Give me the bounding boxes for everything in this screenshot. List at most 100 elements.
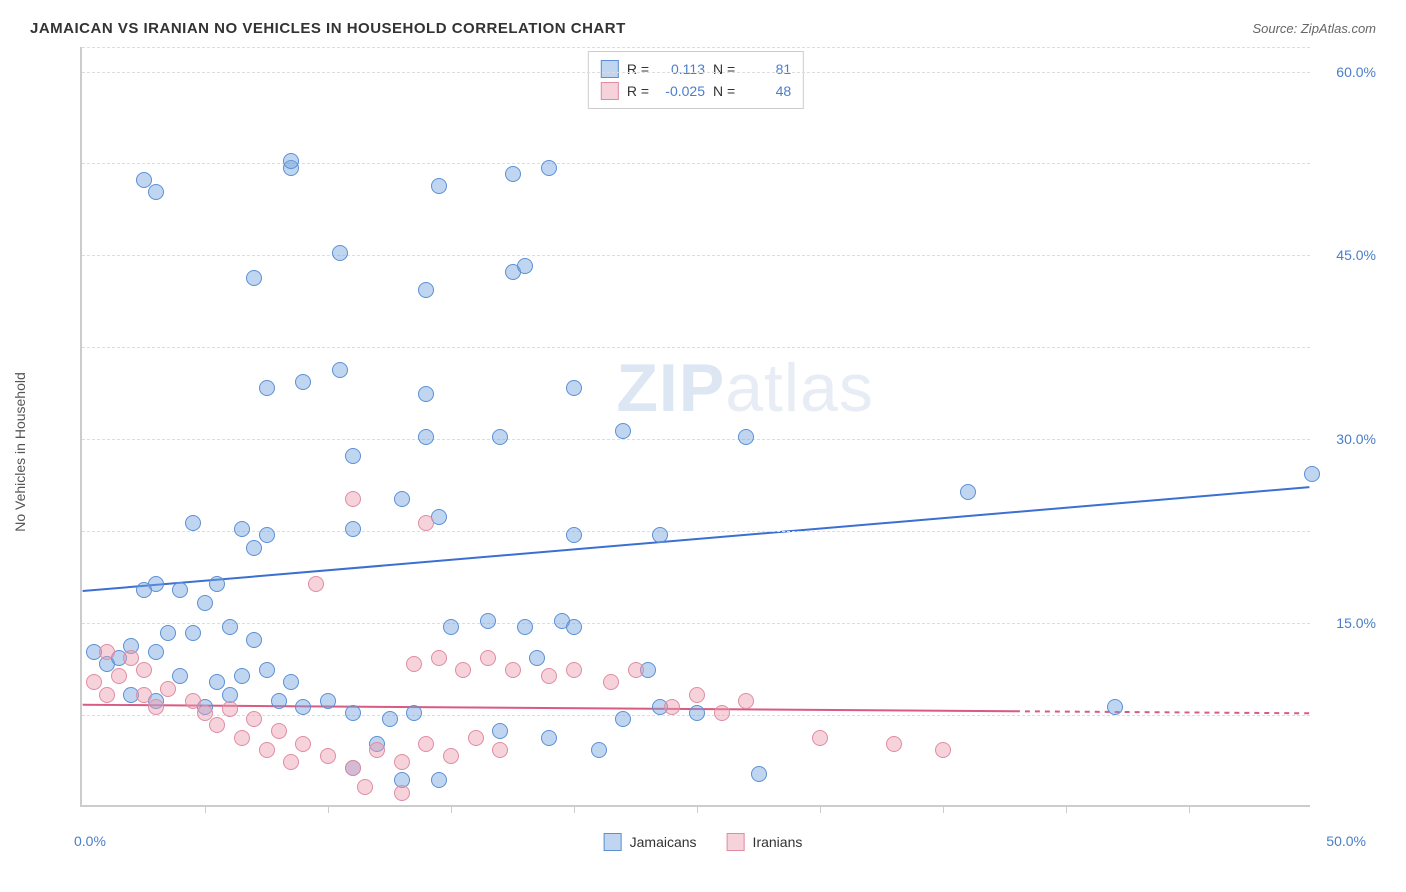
scatter-point [283, 153, 299, 169]
legend-bottom: Jamaicans Iranians [604, 833, 803, 851]
scatter-point [222, 701, 238, 717]
legend-stats-box: R = 0.113 N = 81 R = -0.025 N = 48 [588, 51, 804, 109]
scatter-point [136, 172, 152, 188]
scatter-point [406, 705, 422, 721]
scatter-point [283, 754, 299, 770]
scatter-point [259, 662, 275, 678]
scatter-point [652, 527, 668, 543]
scatter-point [615, 711, 631, 727]
scatter-point [714, 705, 730, 721]
y-axis-label: No Vehicles in Household [12, 372, 28, 532]
scatter-point [234, 730, 250, 746]
scatter-point [160, 625, 176, 641]
scatter-point [431, 178, 447, 194]
scatter-point [295, 699, 311, 715]
legend-item-jamaicans: Jamaicans [604, 833, 697, 851]
legend-label-jamaicans: Jamaicans [630, 834, 697, 850]
scatter-point [960, 484, 976, 500]
scatter-point [197, 705, 213, 721]
scatter-point [308, 576, 324, 592]
x-tick [451, 805, 452, 813]
r-value-1: 0.113 [657, 61, 705, 77]
scatter-point [406, 656, 422, 672]
scatter-point [886, 736, 902, 752]
scatter-point [185, 693, 201, 709]
scatter-point [517, 619, 533, 635]
scatter-point [148, 184, 164, 200]
swatch-iranians-bottom [727, 833, 745, 851]
x-tick [1189, 805, 1190, 813]
scatter-point [541, 730, 557, 746]
scatter-point [541, 668, 557, 684]
watermark-atlas: atlas [725, 350, 874, 426]
y-tick-label: 15.0% [1316, 615, 1376, 631]
n-label: N = [713, 61, 735, 77]
scatter-point [505, 166, 521, 182]
gridline [82, 255, 1310, 256]
scatter-point [148, 699, 164, 715]
scatter-point [222, 619, 238, 635]
x-tick [328, 805, 329, 813]
scatter-point [603, 674, 619, 690]
scatter-point [259, 742, 275, 758]
x-tick [697, 805, 698, 813]
n-value-2: 48 [743, 83, 791, 99]
scatter-point [443, 619, 459, 635]
scatter-point [271, 693, 287, 709]
scatter-point [345, 491, 361, 507]
scatter-point [431, 650, 447, 666]
scatter-point [615, 423, 631, 439]
scatter-point [812, 730, 828, 746]
scatter-point [271, 723, 287, 739]
x-min-label: 0.0% [74, 833, 106, 849]
scatter-point [172, 582, 188, 598]
gridline [82, 439, 1310, 440]
watermark-zip: ZIP [616, 350, 725, 426]
watermark: ZIPatlas [616, 349, 873, 427]
scatter-point [160, 681, 176, 697]
scatter-point [492, 723, 508, 739]
scatter-point [566, 662, 582, 678]
scatter-point [418, 282, 434, 298]
x-tick [574, 805, 575, 813]
scatter-point [541, 160, 557, 176]
scatter-point [935, 742, 951, 758]
scatter-point [222, 687, 238, 703]
scatter-point [86, 674, 102, 690]
swatch-jamaicans-bottom [604, 833, 622, 851]
scatter-point [566, 380, 582, 396]
gridline [82, 47, 1310, 48]
scatter-point [332, 245, 348, 261]
scatter-point [468, 730, 484, 746]
scatter-point [345, 521, 361, 537]
y-tick-label: 45.0% [1316, 247, 1376, 263]
scatter-point [431, 772, 447, 788]
y-tick-label: 60.0% [1316, 64, 1376, 80]
r-label: R = [627, 61, 649, 77]
scatter-point [345, 760, 361, 776]
x-max-label: 50.0% [1326, 833, 1366, 849]
scatter-point [136, 687, 152, 703]
scatter-point [689, 687, 705, 703]
scatter-point [246, 270, 262, 286]
scatter-point [418, 429, 434, 445]
scatter-point [394, 754, 410, 770]
scatter-point [259, 527, 275, 543]
scatter-point [246, 540, 262, 556]
scatter-point [99, 644, 115, 660]
r-value-2: -0.025 [657, 83, 705, 99]
scatter-point [1304, 466, 1320, 482]
scatter-point [529, 650, 545, 666]
scatter-point [185, 515, 201, 531]
scatter-point [320, 748, 336, 764]
legend-stats-row-2: R = -0.025 N = 48 [601, 80, 791, 102]
legend-item-iranians: Iranians [727, 833, 803, 851]
scatter-point [418, 736, 434, 752]
scatter-point [382, 711, 398, 727]
scatter-point [295, 374, 311, 390]
y-tick-label: 30.0% [1316, 431, 1376, 447]
x-tick [943, 805, 944, 813]
scatter-point [492, 742, 508, 758]
scatter-point [751, 766, 767, 782]
scatter-point [99, 687, 115, 703]
